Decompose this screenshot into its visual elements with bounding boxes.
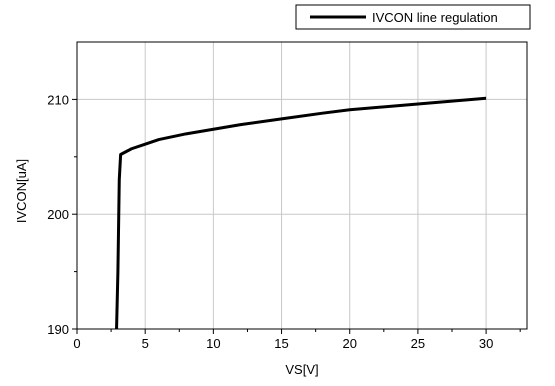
x-tick-label: 15 [274, 336, 288, 351]
legend-label: IVCON line regulation [372, 10, 498, 25]
y-tick-label: 190 [47, 322, 69, 337]
x-tick-label: 30 [479, 336, 493, 351]
axis-ticks: 0 5 10 15 20 25 30 190 200 210 [47, 92, 521, 351]
y-axis-title: IVCON[uA] [14, 159, 29, 223]
legend: IVCON line regulation [295, 4, 531, 30]
x-tick-label: 5 [142, 336, 149, 351]
x-tick-label: 0 [73, 336, 80, 351]
x-axis-title: VS[V] [285, 362, 318, 377]
y-tick-label: 200 [47, 207, 69, 222]
series-line-0 [115, 96, 487, 330]
x-tick-label: 25 [411, 336, 425, 351]
grid-lines [77, 42, 527, 329]
x-tick-label: 10 [206, 336, 220, 351]
plot-frame [76, 41, 528, 330]
series-lines [115, 96, 487, 330]
x-tick-label: 20 [342, 336, 356, 351]
y-tick-label: 210 [47, 92, 69, 107]
